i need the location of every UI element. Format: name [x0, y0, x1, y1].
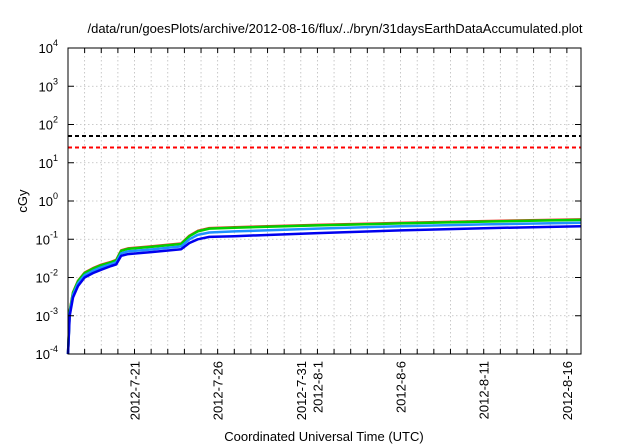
y-tick-label: 10-1 — [36, 229, 58, 247]
y-tick-label: 102 — [39, 115, 58, 133]
threshold-lines — [68, 135, 581, 149]
x-tick-label: 2012-7-21 — [128, 361, 143, 420]
y-tick-label: 100 — [39, 191, 58, 209]
x-axis-label: Coordinated Universal Time (UTC) — [224, 429, 423, 444]
x-tick-label: 2012-7-26 — [211, 361, 226, 420]
series-line-blue — [66, 224, 582, 355]
x-tick-label: 2012-8-6 — [394, 361, 409, 413]
grid — [68, 48, 581, 354]
y-tick-label: 104 — [39, 38, 58, 56]
series-line-light-blue — [66, 221, 582, 355]
tick-labels: 10-4 10-3 10-2 10-1 100 101 102 103 104 2012-7-21… — [36, 38, 575, 420]
y-tick-label: 10-3 — [36, 306, 58, 324]
series-line-green — [66, 218, 582, 355]
y-tick-label: 103 — [39, 76, 58, 94]
x-tick-label: 2012-8-16 — [560, 361, 575, 420]
y-tick-label: 10-4 — [36, 344, 58, 362]
chart-title: /data/run/goesPlots/archive/2012-08-16/f… — [87, 21, 582, 36]
x-tick-label: 2012-8-11 — [477, 361, 492, 419]
y-tick-label: 101 — [39, 153, 58, 171]
x-tick-label: 2012-8-1 — [310, 361, 325, 413]
y-tick-label: 10-2 — [36, 268, 58, 286]
y-axis-label: cGy — [15, 189, 30, 213]
x-tick-label: 2012-7-31 — [294, 361, 309, 420]
series-lines — [66, 218, 582, 355]
axis-ticks — [68, 47, 581, 355]
